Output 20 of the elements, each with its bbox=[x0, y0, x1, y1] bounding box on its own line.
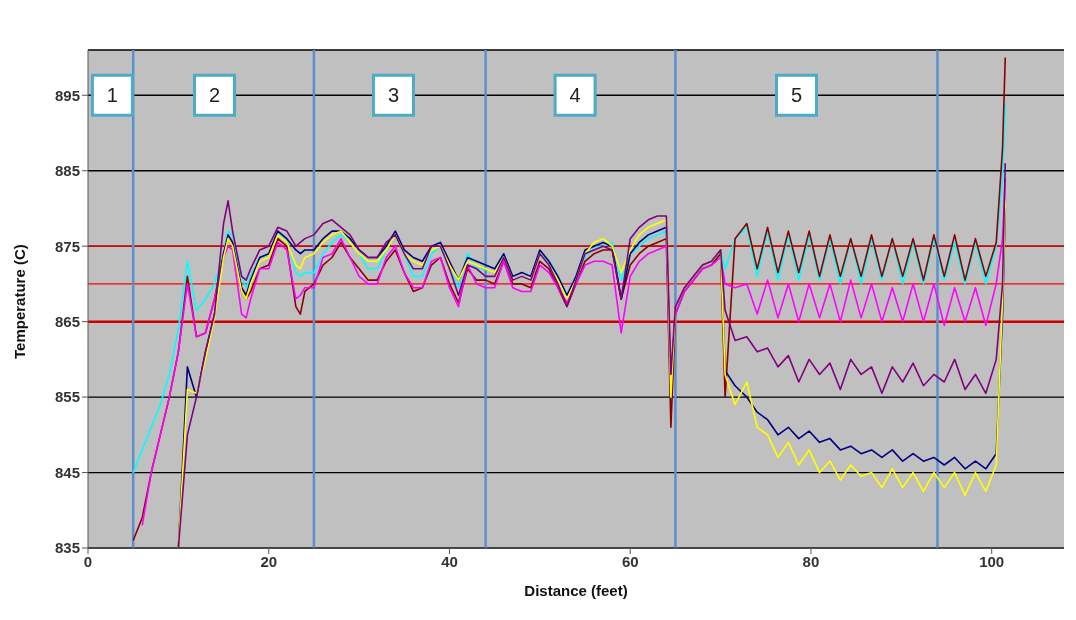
y-tick-label: 855 bbox=[54, 388, 80, 406]
annotation: 5 bbox=[790, 84, 803, 107]
annotation: 3 bbox=[387, 84, 400, 107]
y-tick-label: 875 bbox=[54, 237, 80, 255]
x-tick-label: 60 bbox=[621, 552, 639, 570]
y-tick-label: 885 bbox=[54, 162, 80, 180]
x-tick-label: 100 bbox=[979, 552, 1005, 570]
y-axis-title: Temperature (C) bbox=[11, 244, 29, 359]
x-tick-label: 0 bbox=[83, 552, 93, 570]
annotation: 4 bbox=[569, 84, 581, 107]
x-tick-label: 40 bbox=[441, 552, 458, 570]
annotation: 1 bbox=[106, 84, 118, 107]
y-tick-label: 845 bbox=[54, 463, 80, 481]
y-tick-label: 895 bbox=[54, 86, 80, 104]
annotation: 2 bbox=[208, 84, 221, 107]
y-tick-label: 865 bbox=[54, 312, 80, 330]
x-tick-label: 20 bbox=[260, 552, 278, 570]
x-tick-label: 80 bbox=[802, 552, 820, 570]
x-axis-title: Distance (feet) bbox=[524, 582, 628, 599]
y-tick-label: 835 bbox=[54, 539, 80, 557]
